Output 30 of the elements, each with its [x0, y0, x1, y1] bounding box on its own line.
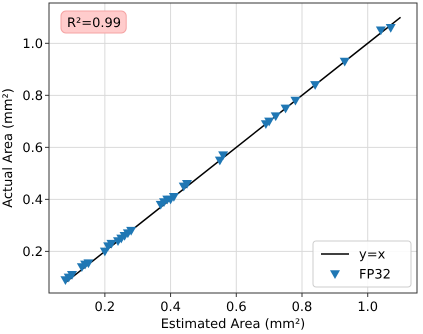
point [67, 271, 77, 280]
point [126, 226, 136, 236]
point [340, 58, 350, 67]
legend-label: FP32 [359, 268, 391, 283]
point [264, 118, 274, 126]
point [182, 180, 192, 189]
point [106, 240, 116, 249]
point [280, 104, 291, 114]
x-axis-title: Estimated Area (mm²) [160, 317, 306, 332]
point [290, 96, 300, 106]
x-tick-label: 0.2 [94, 300, 116, 315]
y-tick-label: 0.8 [22, 88, 43, 104]
x-tick-label: 1.0 [357, 300, 378, 315]
y-tick-label: 1.0 [22, 36, 43, 52]
x-tick-label: 0.4 [160, 300, 181, 315]
point [376, 26, 386, 36]
legend-label: y=x [359, 248, 386, 263]
y-tick-label: 0.2 [22, 244, 43, 260]
point [168, 193, 179, 202]
point [218, 151, 228, 160]
point [270, 112, 281, 122]
point [83, 259, 94, 268]
point [310, 81, 320, 90]
y-tick-label: 0.6 [22, 140, 43, 156]
y-tick-label: 0.4 [22, 192, 43, 208]
x-tick-label: 0.6 [226, 300, 247, 315]
x-tick-label: 0.8 [292, 300, 312, 315]
y-axis-title: Actual Area (mm²) [1, 88, 16, 208]
point [386, 24, 396, 33]
annotation: R²=0.99 [67, 16, 122, 31]
